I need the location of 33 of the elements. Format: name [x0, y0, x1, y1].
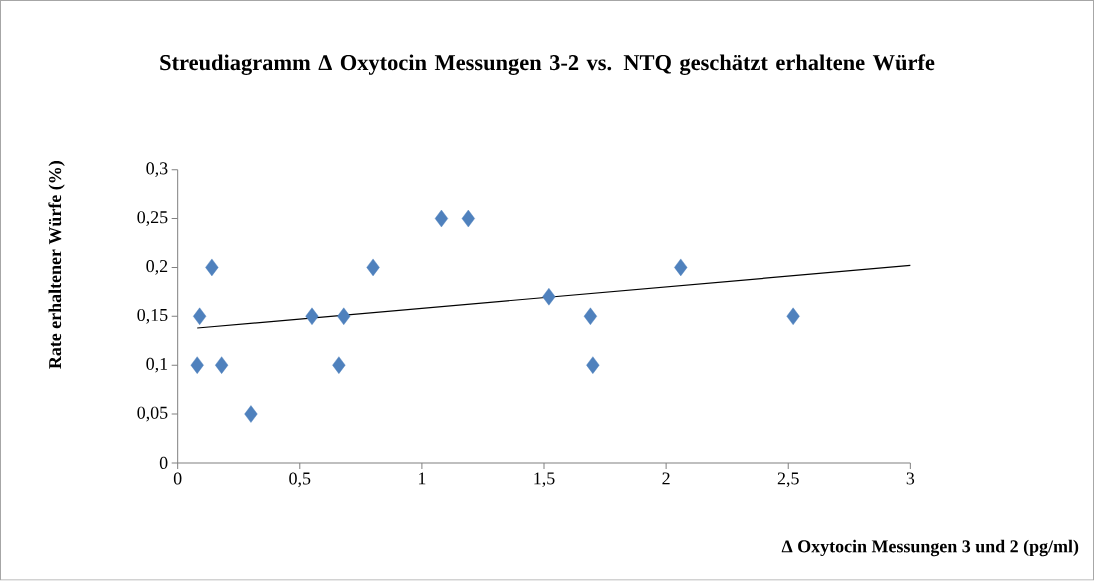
point: [305, 307, 319, 326]
y-axis-title: Rate erhaltener Würfe (%): [48, 161, 65, 370]
x-tick-label: 2,5: [777, 472, 799, 488]
x-tick-label: 0: [173, 472, 182, 485]
point: [205, 258, 219, 277]
point: [332, 356, 346, 375]
x-tick-label: 0,5: [289, 472, 311, 488]
x-tick-label: 1: [418, 472, 426, 485]
y-tick-label: 0,3: [146, 162, 168, 178]
y-tick-label: 0,25: [137, 211, 168, 227]
x-tick-label: 1,5: [534, 472, 555, 488]
chart-title: Streudiagramm Δ Oxytocin Messungen 3-2 vs. NTQ geschätzt erhaltene Würfe: [160, 54, 935, 76]
point: [786, 307, 800, 326]
point: [190, 356, 204, 375]
y-tick-label: 0,1: [146, 358, 168, 373]
point: [461, 210, 475, 228]
point: [586, 356, 600, 375]
x-tick-label: 3: [906, 472, 915, 485]
y-tick-label: 0,15: [137, 309, 168, 324]
point: [193, 307, 207, 326]
x-axis-title: Δ Oxytocin Messungen 3 und 2 (pg/ml): [781, 540, 1079, 557]
y-tick-label: 0,2: [146, 260, 168, 275]
y-tick-label: 0,05: [137, 406, 168, 422]
y-tick-label: 0: [159, 457, 168, 470]
point: [434, 210, 449, 228]
point: [244, 405, 258, 423]
point: [542, 288, 556, 306]
x-tick-label: 2: [662, 472, 670, 485]
point: [366, 258, 380, 277]
point: [215, 356, 229, 375]
point: [583, 307, 597, 326]
point: [674, 258, 688, 277]
point: [337, 307, 351, 326]
